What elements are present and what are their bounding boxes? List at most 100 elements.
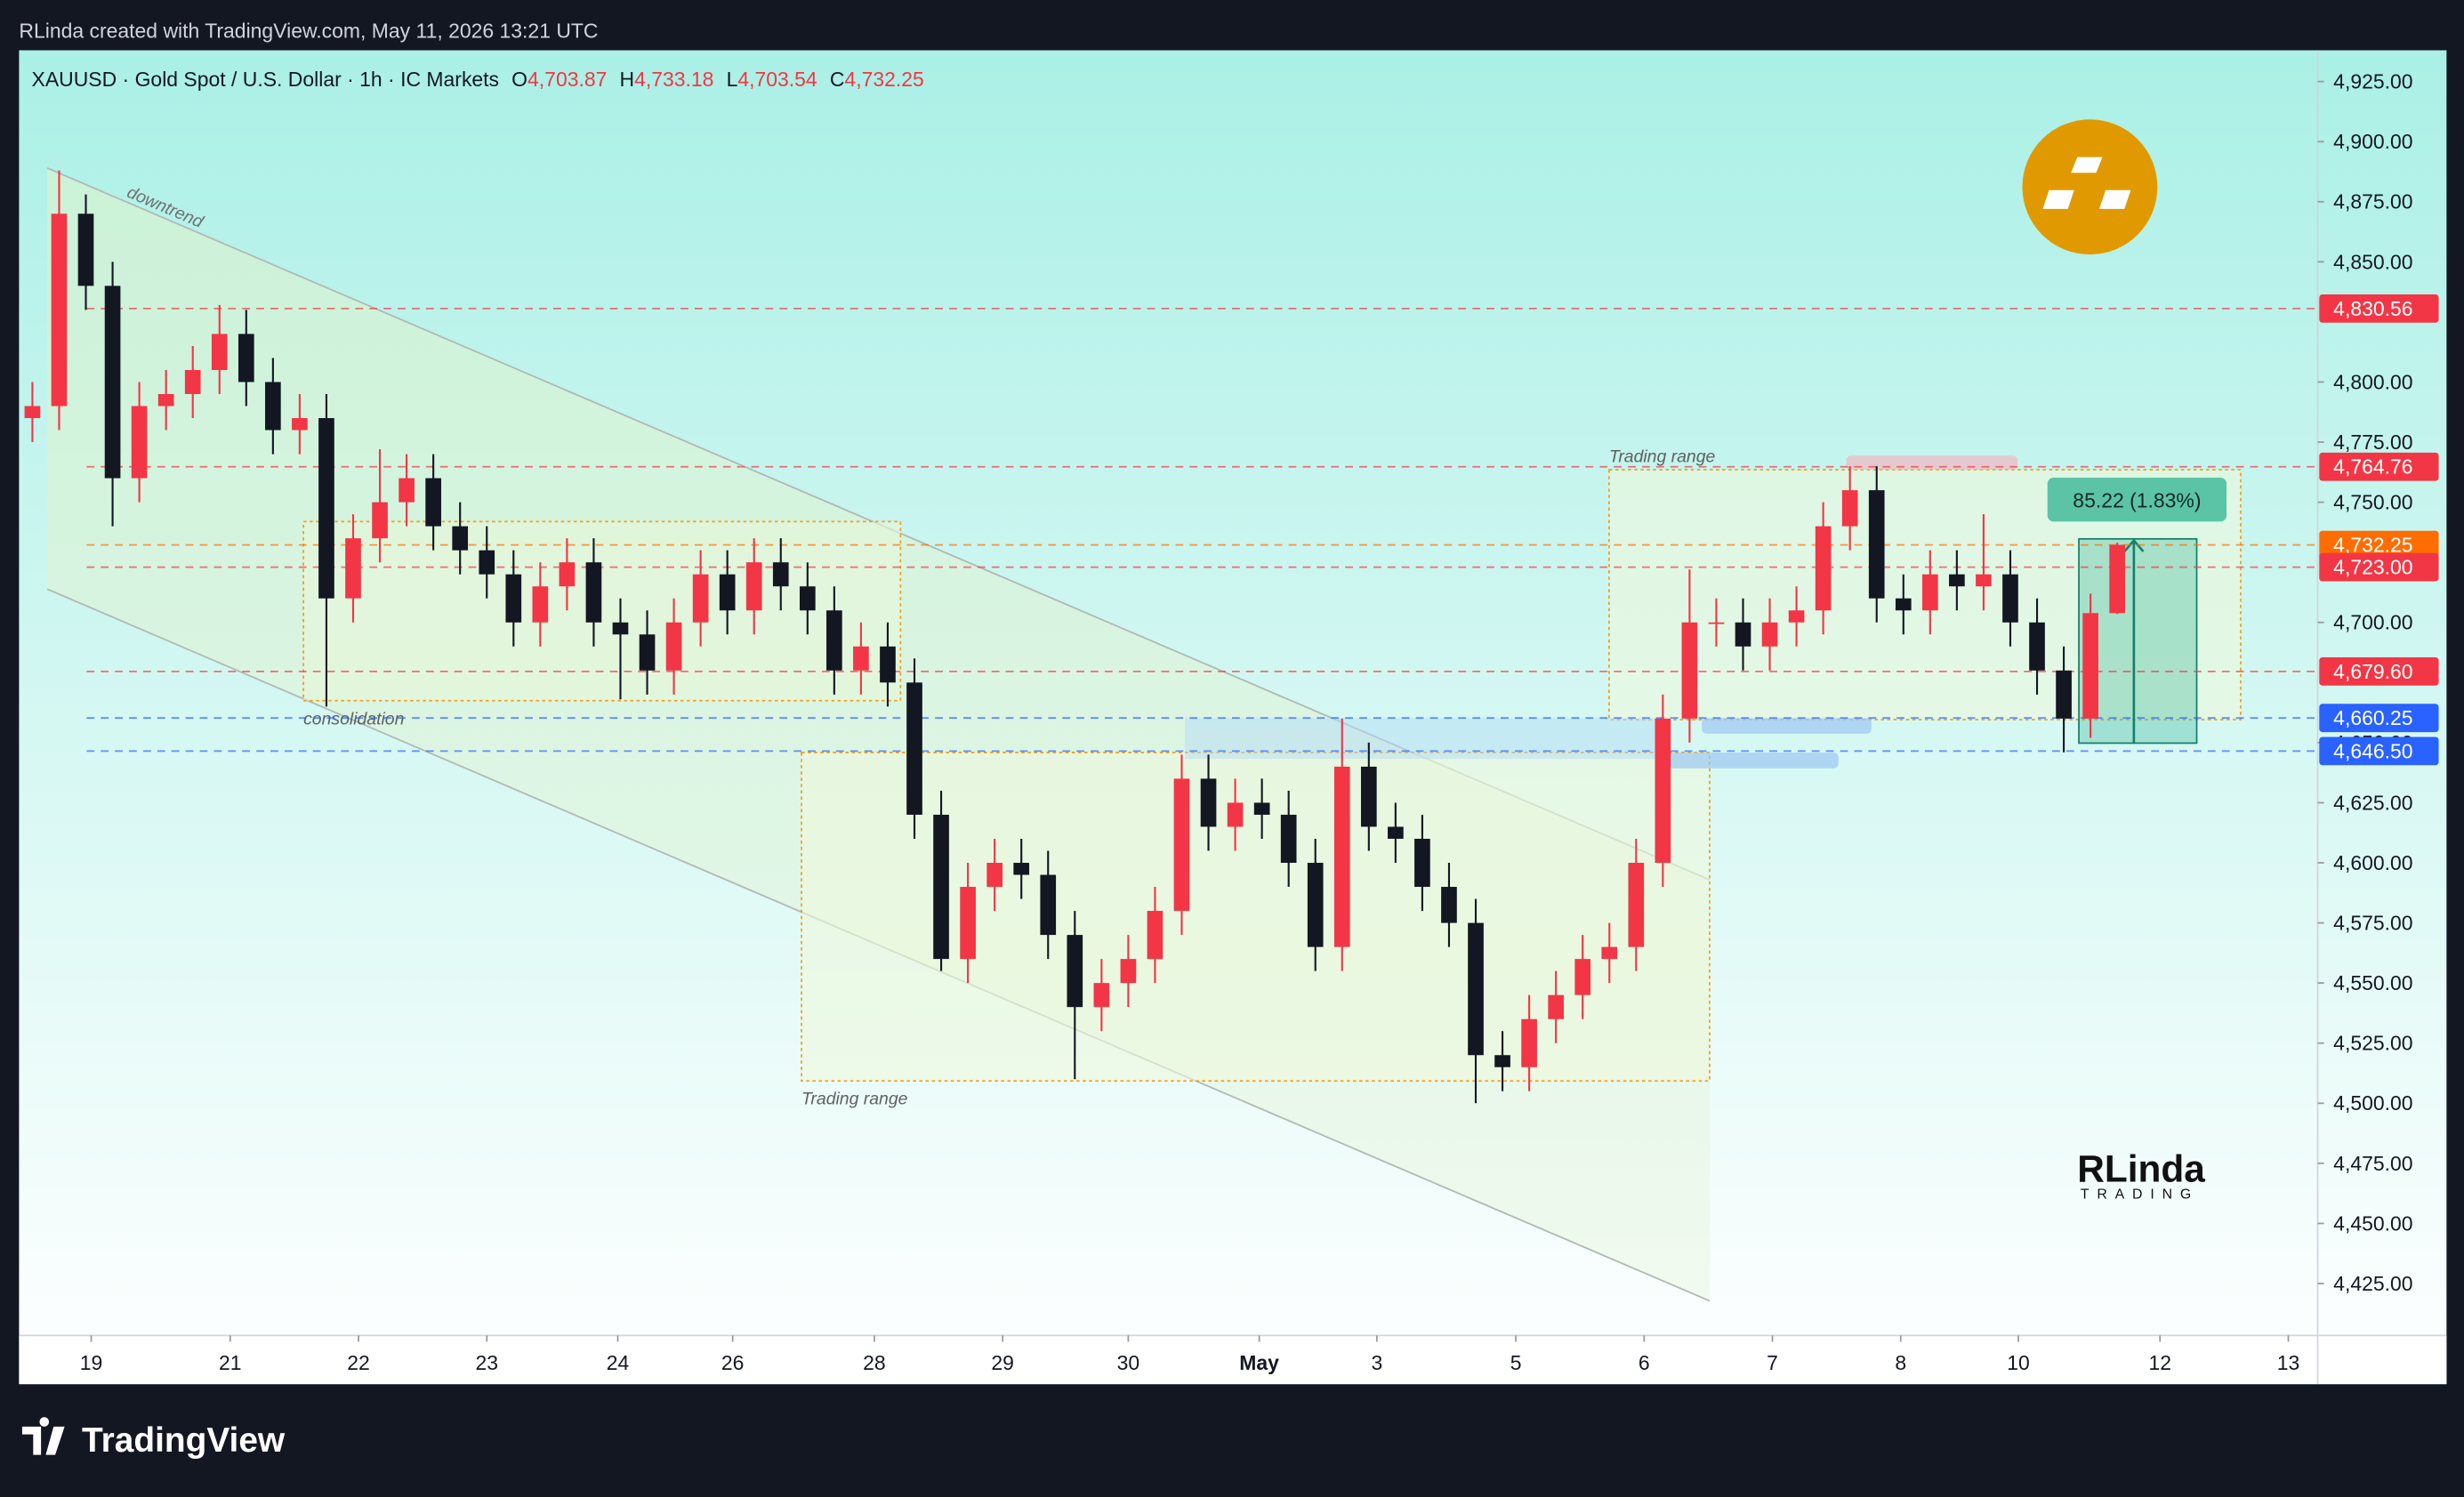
candle-body	[399, 478, 415, 503]
candle-body	[585, 562, 602, 623]
candle-body	[745, 562, 762, 611]
candle-body	[1841, 490, 1858, 527]
candle-body	[1067, 935, 1083, 1008]
x-tick-label: 10	[2007, 1351, 2030, 1374]
y-tick-label: 4,425.00	[2333, 1272, 2412, 1295]
candle-body	[1333, 766, 1350, 947]
x-tick-label: 23	[475, 1351, 498, 1374]
candle-body	[612, 622, 629, 635]
candle-body	[131, 406, 148, 479]
symbol: XAUUSD · Gold Spot / U.S. Dollar · 1h · …	[32, 68, 500, 91]
candle-body	[238, 334, 254, 382]
candle-body	[1921, 574, 1938, 611]
x-tick-label: 12	[2148, 1351, 2171, 1374]
candle-body	[1360, 766, 1377, 827]
gold-bars	[2042, 157, 2131, 209]
candle-body	[1949, 574, 1965, 587]
x-tick-label: 7	[1767, 1351, 1778, 1374]
candle-body	[157, 394, 174, 406]
candle-body	[425, 478, 441, 527]
candle-body	[1521, 1018, 1537, 1067]
zone	[302, 520, 902, 702]
measure-box	[2078, 537, 2198, 744]
candle-body	[1388, 826, 1404, 839]
candle-body	[1173, 778, 1190, 912]
level-tag	[2319, 530, 2439, 559]
level-tag	[2319, 452, 2439, 481]
x-tick-label: 26	[721, 1351, 745, 1374]
candle-body	[692, 574, 709, 623]
annotation: Trading range	[1609, 447, 1716, 466]
level-label: 4,660.25	[2333, 706, 2412, 729]
candle-body	[2109, 544, 2125, 614]
x-tick-label: 6	[1639, 1351, 1650, 1374]
candle-body	[1628, 863, 1645, 947]
y-tick-label: 4,800.00	[2333, 370, 2412, 393]
y-tick-label: 4,700.00	[2333, 611, 2412, 634]
plot: 4,425.00 4,450.00 4,475.00 4,500.00 4,525.00…	[24, 70, 2439, 1374]
ohlc-key: H	[620, 68, 635, 91]
x-tick-label: 21	[219, 1351, 242, 1374]
level-label: 4,764.76	[2333, 455, 2412, 479]
candle-body	[1227, 802, 1244, 827]
x-tick-label: May	[1239, 1351, 1279, 1374]
candle-body	[2002, 574, 2018, 623]
watermark-sub: TRADING	[2081, 1187, 2199, 1203]
candle-body	[184, 369, 201, 395]
x-tick-label: 13	[2277, 1351, 2300, 1374]
candle-body	[1280, 814, 1297, 864]
y-tick-label: 4,500.00	[2333, 1091, 2412, 1115]
candle-body	[532, 586, 549, 623]
level-tag	[2319, 552, 2439, 582]
candle-body	[1013, 863, 1030, 875]
x-tick-label: 3	[1371, 1351, 1382, 1374]
candle-body	[1868, 490, 1885, 599]
y-tick-label: 4,625.00	[2333, 791, 2412, 814]
candle-body	[2082, 613, 2098, 719]
candle-body	[665, 622, 682, 671]
candle-body	[479, 550, 495, 575]
candle-body	[372, 502, 388, 539]
candle-body	[639, 634, 656, 671]
x-tick-label: 30	[1117, 1351, 1140, 1374]
candle-body	[1494, 1055, 1510, 1067]
zone	[1669, 753, 1839, 769]
candle-body	[1414, 838, 1430, 888]
candle-body	[505, 574, 522, 623]
ohlc-key: O	[511, 68, 527, 91]
watermark: RLinda	[2077, 1147, 2205, 1189]
zone	[1185, 718, 1656, 760]
candle-body	[24, 406, 41, 419]
measure-arrow	[2123, 538, 2145, 552]
candle-body	[933, 814, 949, 960]
x-axis-bg	[19, 1335, 2447, 1385]
y-tick-label: 4,775.00	[2333, 431, 2412, 454]
level-label: 4,830.56	[2333, 297, 2412, 320]
candle-body	[1574, 959, 1591, 995]
level-tag	[2319, 736, 2439, 766]
ohlc-value: 4,732.25	[844, 68, 923, 91]
annotation: consolidation	[303, 709, 404, 728]
x-tick-label: 19	[80, 1351, 103, 1374]
candle-body	[318, 418, 334, 599]
level-tag	[2319, 294, 2439, 323]
candle-body	[211, 334, 228, 370]
x-tick-label: 8	[1895, 1351, 1906, 1374]
brand: TradingView	[82, 1421, 286, 1460]
level-label: 4,723.00	[2333, 556, 2412, 579]
gold-icon	[2022, 119, 2158, 255]
candle-body	[1093, 983, 1110, 1008]
y-tick-label: 4,450.00	[2333, 1211, 2412, 1235]
candle-body	[719, 574, 736, 611]
x-tick-label: 29	[991, 1351, 1014, 1374]
candle-body	[826, 610, 842, 671]
ohlc-value: 4,703.54	[737, 68, 817, 91]
candle-body	[986, 863, 1003, 888]
candle-body	[853, 646, 869, 671]
y-tick-label: 4,875.00	[2333, 190, 2412, 213]
y-tick-label: 4,900.00	[2333, 130, 2412, 153]
candle-body	[51, 213, 68, 406]
ohlc-key: L	[727, 68, 738, 91]
level-label: 4,732.25	[2333, 534, 2412, 557]
candle-body	[345, 538, 361, 599]
